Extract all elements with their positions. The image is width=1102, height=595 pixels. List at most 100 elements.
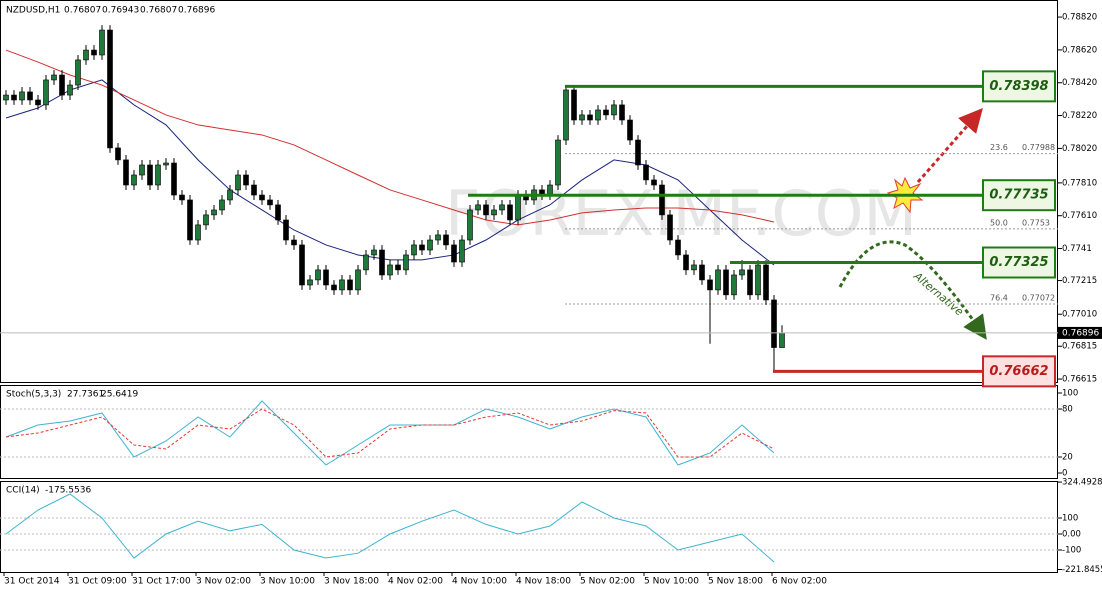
x-tick-label: 4 Nov 18:00 (516, 577, 571, 587)
fib-label: 76.4 (990, 294, 1008, 303)
x-tick-label: 31 Oct 2014 (4, 577, 60, 587)
ohlc: 0.76943 (102, 6, 139, 16)
x-tick-label: 31 Oct 17:00 (132, 577, 191, 587)
candle-body (187, 199, 193, 241)
y-tick-label: 20 (1062, 453, 1073, 463)
y-tick-label: 100 (1062, 389, 1078, 399)
candle-body (683, 254, 689, 271)
candle-body (443, 234, 449, 246)
candle-body (491, 209, 497, 216)
stoch-title: Stoch(5,3,3) (6, 390, 61, 400)
symbol: NZDUSD,H1 (6, 6, 60, 16)
candle-body (243, 174, 249, 186)
candle-body (251, 184, 257, 196)
candle-body (499, 204, 505, 211)
ohlc: 0.76807 (140, 6, 177, 16)
candle-body (267, 199, 273, 206)
level-label: 0.78398 (989, 79, 1048, 94)
last-price-label: 0.76896 (1062, 328, 1099, 338)
candle-body (91, 49, 97, 56)
candle-body (43, 79, 49, 106)
candle-body (579, 114, 585, 121)
indicator-line (5, 408, 775, 458)
x-tick-label: 4 Nov 02:00 (388, 577, 443, 587)
ohlc: 0.76896 (178, 6, 215, 16)
x-tick-label: 4 Nov 10:00 (452, 577, 507, 587)
level-label: 0.77735 (989, 188, 1048, 203)
y-tick-label: 0.77215 (1062, 276, 1097, 286)
candle-body (203, 214, 209, 226)
candle-body (11, 94, 17, 101)
candle-body (355, 269, 361, 291)
level-box (982, 179, 1056, 212)
candle-body (771, 299, 777, 348)
x-tick-label: 6 Nov 02:00 (772, 577, 827, 587)
candle-body (419, 244, 425, 251)
candle-body (139, 164, 145, 176)
candle-body (131, 174, 137, 186)
candle-body (427, 239, 433, 251)
candle-body (315, 269, 321, 281)
candle-body (83, 49, 89, 61)
candle-body (563, 89, 569, 141)
candle-body (691, 264, 697, 271)
candle-body (179, 194, 185, 201)
candle-body (611, 104, 617, 116)
level-box (982, 355, 1056, 388)
candle-body (595, 109, 601, 121)
candle-body (731, 274, 737, 296)
candle-body (347, 279, 353, 291)
candle-body (219, 199, 225, 211)
candle-body (779, 332, 785, 348)
candle-body (331, 284, 337, 291)
y-tick-label: 0.77010 (1062, 310, 1097, 320)
candle-body (627, 119, 633, 141)
candle-body (547, 184, 553, 196)
cci-reading: -175.5536 (45, 486, 91, 496)
candle-body (19, 91, 25, 101)
indicator-line (5, 400, 775, 466)
candle-body (483, 204, 489, 216)
candle-body (275, 204, 281, 221)
arrow (916, 107, 983, 183)
ohlc: 0.76807 (64, 6, 101, 16)
candle-body (59, 74, 65, 96)
candle-body (371, 249, 377, 256)
candle-body (667, 214, 673, 241)
y-tick-label: 0.78820 (1062, 13, 1097, 23)
candle-body (459, 239, 465, 263)
candle-body (379, 249, 385, 276)
candle-body (587, 114, 593, 121)
cci-title: CCI(14) (6, 486, 40, 496)
y-tick-label: 0 (1062, 469, 1067, 479)
candle-body (307, 279, 313, 286)
x-tick-label: 5 Nov 02:00 (580, 577, 635, 587)
candle-body (259, 194, 265, 201)
y-tick-label: 0.00 (1062, 530, 1081, 540)
y-tick-label: 0.78020 (1062, 144, 1097, 154)
candle-body (571, 89, 577, 121)
y-tick-label: 0.77610 (1062, 211, 1097, 221)
candle-body (107, 29, 113, 149)
candle-body (235, 174, 241, 191)
candle-body (635, 139, 641, 166)
indicator-line (5, 493, 775, 563)
candle-body (323, 269, 329, 286)
candle-body (75, 59, 81, 86)
stoch-reading: 25.6419 (101, 390, 138, 400)
candle-body (699, 264, 705, 281)
candle-body (515, 194, 521, 221)
candle-body (155, 164, 161, 186)
header: NZDUSD,H1 0.76807 0.76943 0.76807 0.7689… (6, 6, 215, 496)
x-tick-label: 5 Nov 18:00 (708, 577, 763, 587)
candle-body (395, 264, 401, 271)
last-price-box (1058, 326, 1102, 339)
candle-body (739, 269, 745, 276)
candle-body (403, 254, 409, 271)
candle-body (603, 109, 609, 116)
x-tick-label: 3 Nov 10:00 (260, 577, 315, 587)
arrow (838, 240, 987, 340)
candle-body (27, 91, 33, 101)
y-tick-label: -221.8455 (1062, 565, 1102, 575)
